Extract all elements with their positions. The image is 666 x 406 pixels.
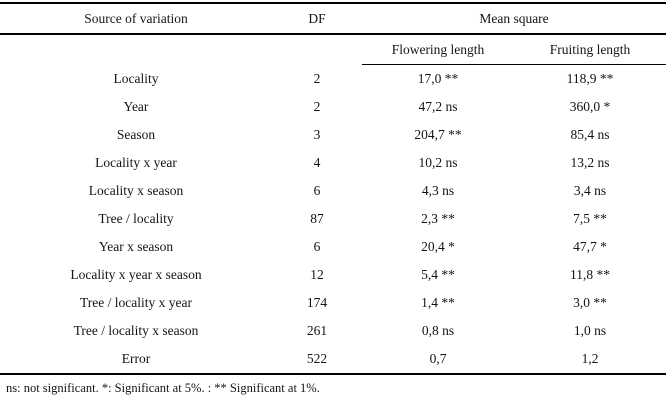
source-cell: Tree / locality x year: [80, 295, 192, 310]
flowering-cell: 20,4 *: [421, 239, 455, 254]
fruiting-cell: 3,4 ns: [573, 183, 607, 198]
source-cell: Locality: [113, 70, 159, 86]
flowering-cell: 204,7 **: [414, 127, 462, 142]
column-header-fruiting-length: Fruiting length: [514, 34, 666, 65]
table-subheader-row: Flowering length Fruiting length: [0, 34, 666, 65]
df-cell: 87: [310, 211, 324, 226]
flowering-cell: 5,4 **: [421, 267, 455, 282]
fruiting-cell: 7,5 **: [573, 211, 607, 226]
fruiting-cell: 118,9 **: [566, 71, 614, 86]
flowering-cell: 4,3 ns: [421, 183, 455, 198]
source-cell: Tree / locality: [98, 211, 174, 226]
source-cell: Year: [123, 99, 149, 114]
source-cell: Locality x year x season: [70, 267, 202, 282]
table-row: Error 522 0,7 1,2: [0, 345, 666, 374]
flowering-cell: 47,2 ns: [418, 99, 458, 114]
table-row: Locality x year x season 12 5,4 ** 11,8 …: [0, 261, 666, 289]
fruiting-cell: 1,0 ns: [573, 323, 607, 338]
flowering-cell: 0,7: [429, 351, 447, 366]
source-cell: Tree / locality x season: [73, 323, 199, 338]
source-cell: Locality x season: [88, 183, 184, 198]
significance-footnote: ns: not significant. *: Significant at 5…: [6, 381, 320, 395]
column-header-mean-square: Mean square: [362, 3, 666, 35]
df-cell: 2: [313, 70, 321, 86]
flowering-cell: 0,8 ns: [421, 323, 455, 338]
fruiting-cell: 13,2 ns: [570, 155, 610, 170]
df-cell: 4: [313, 155, 321, 170]
subheader-spacer: [0, 34, 272, 65]
source-cell: Error: [121, 351, 151, 366]
column-header-source: Source of variation: [0, 3, 272, 35]
df-cell: 261: [306, 323, 328, 338]
table-header-row: Source of variation DF Mean square: [0, 3, 666, 35]
source-cell: Season: [116, 127, 156, 142]
df-cell: 12: [310, 267, 324, 282]
df-cell: 3: [313, 127, 321, 142]
flowering-cell: 1,4 **: [421, 295, 455, 310]
fruiting-cell: 1,2: [581, 351, 599, 366]
column-header-df: DF: [272, 3, 362, 35]
df-cell: 174: [306, 295, 328, 310]
flowering-cell: 2,3 **: [421, 211, 455, 226]
table-row: Tree / locality x season 261 0,8 ns 1,0 …: [0, 317, 666, 345]
table-row: Year x season 6 20,4 * 47,7 *: [0, 233, 666, 261]
subheader-spacer: [272, 34, 362, 65]
flowering-cell: 10,2 ns: [418, 155, 458, 170]
table-row: Tree / locality 87 2,3 ** 7,5 **: [0, 205, 666, 233]
table-row: Tree / locality x year 174 1,4 ** 3,0 **: [0, 289, 666, 317]
fruiting-cell: 11,8 **: [570, 267, 610, 282]
table-row: Locality x season 6 4,3 ns 3,4 ns: [0, 177, 666, 205]
anova-table: Source of variation DF Mean square Flowe…: [0, 2, 666, 375]
fruiting-cell: 3,0 **: [573, 295, 607, 310]
source-cell: Year x season: [98, 239, 174, 254]
df-cell: 6: [313, 183, 321, 198]
flowering-cell: 17,0 **: [417, 71, 459, 86]
table-row: Year 2 47,2 ns 360,0 *: [0, 93, 666, 121]
source-cell: Locality x year: [95, 155, 177, 170]
fruiting-cell: 47,7 *: [573, 239, 607, 254]
fruiting-cell: 85,4 ns: [570, 127, 610, 142]
df-cell: 6: [313, 239, 321, 254]
column-header-flowering-length: Flowering length: [362, 34, 514, 65]
df-cell: 522: [306, 351, 328, 366]
table-row: Locality x year 4 10,2 ns 13,2 ns: [0, 149, 666, 177]
table-row: Season 3 204,7 ** 85,4 ns: [0, 121, 666, 149]
df-cell: 2: [313, 99, 321, 114]
fruiting-cell: 360,0 *: [569, 99, 611, 114]
table-row: Locality 2 17,0 ** 118,9 **: [0, 65, 666, 94]
